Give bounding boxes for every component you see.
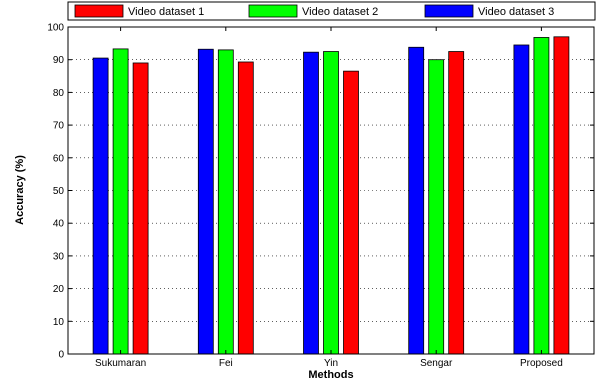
bars-group [92, 36, 570, 355]
bar-sengar-video-dataset-2 [428, 59, 445, 355]
bar-sengar-video-dataset-1 [448, 51, 465, 355]
y-tick-label: 40 [53, 219, 65, 230]
x-tick-label: Sukumaran [95, 358, 146, 369]
y-tick-label: 20 [53, 284, 65, 295]
legend-swatch [248, 4, 298, 18]
legend-swatch [74, 4, 124, 18]
y-axis-label: Accuracy (%) [14, 155, 26, 225]
x-tick-label: Yin [324, 358, 338, 369]
y-axis-ticks: 0 10 20 30 40 50 60 70 80 90 100 [47, 23, 594, 361]
y-tick-label: 30 [53, 251, 65, 262]
bar-fei-video-dataset-2 [217, 49, 234, 355]
bar-fei-video-dataset-3 [197, 48, 214, 355]
bar-proposed-video-dataset-1 [553, 36, 570, 355]
legend-swatch [424, 4, 474, 18]
bar-proposed-video-dataset-2 [533, 37, 550, 355]
y-tick-label: 0 [58, 350, 64, 361]
x-axis-ticks: Sukumaran Fei Yin Sengar Proposed [95, 27, 563, 369]
bar-sukumaran-video-dataset-3 [92, 57, 109, 355]
legend-label: Video dataset 2 [302, 6, 378, 18]
bar-yin-video-dataset-2 [323, 51, 339, 355]
y-tick-label: 10 [53, 317, 65, 328]
x-tick-label: Sengar [420, 358, 453, 369]
y-tick-label: 80 [53, 88, 65, 99]
bar-sukumaran-video-dataset-2 [112, 48, 129, 355]
x-tick-label: Proposed [520, 358, 563, 369]
x-axis-label: Methods [308, 369, 353, 381]
bar-proposed-video-dataset-3 [513, 44, 530, 355]
bar-sengar-video-dataset-3 [408, 46, 425, 355]
y-tick-label: 100 [47, 23, 64, 34]
x-tick-label: Fei [219, 358, 233, 369]
y-tick-label: 90 [53, 55, 65, 66]
y-tick-label: 70 [53, 121, 65, 132]
y-tick-label: 50 [53, 186, 65, 197]
legend: Video dataset 1 Video dataset 2 Video data… [67, 1, 596, 21]
bar-fei-video-dataset-1 [237, 61, 254, 355]
bar-yin-video-dataset-1 [343, 70, 359, 355]
legend-label: Video dataset 1 [128, 6, 204, 18]
bar-yin-video-dataset-3 [303, 51, 319, 355]
y-tick-label: 60 [53, 153, 65, 164]
bar-sukumaran-video-dataset-1 [132, 62, 149, 355]
legend-label: Video dataset 3 [478, 6, 554, 18]
